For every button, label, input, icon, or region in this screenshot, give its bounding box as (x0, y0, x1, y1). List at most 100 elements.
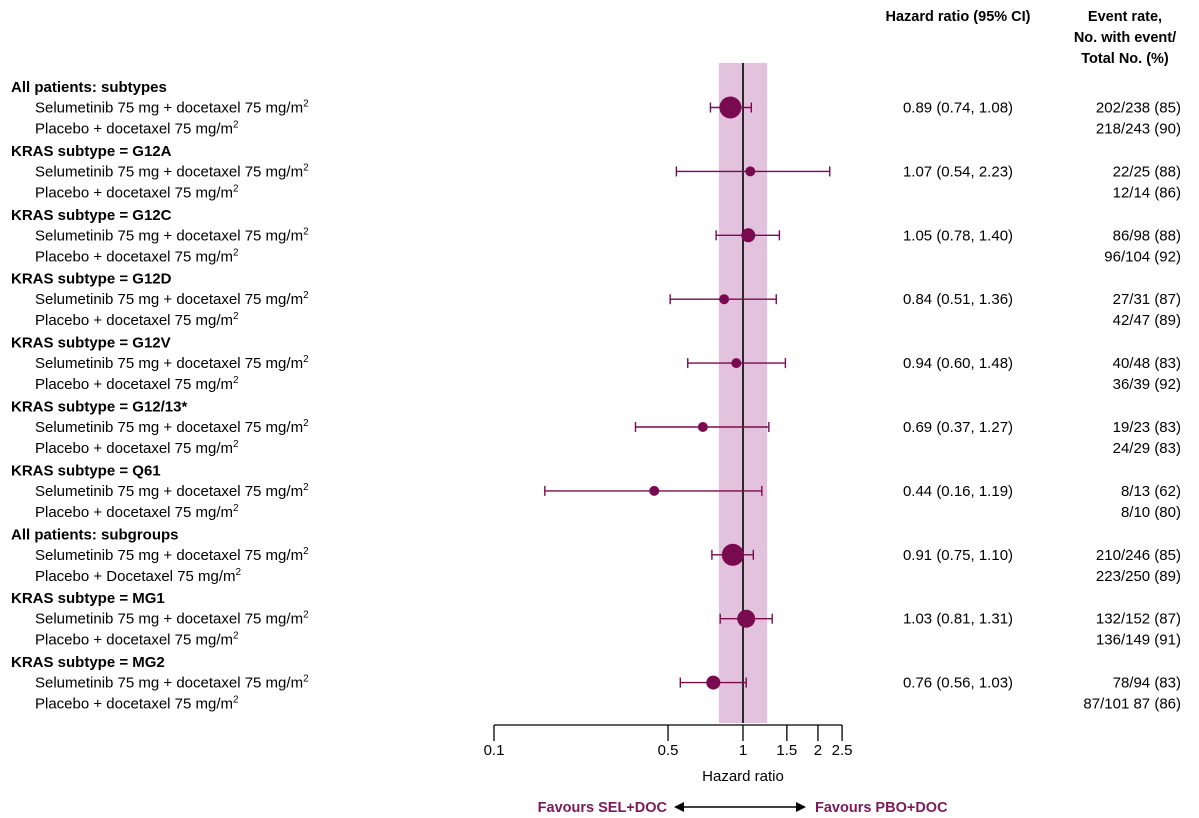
sel-event-rate: 132/152 (87) (1096, 611, 1181, 628)
sel-event-rate: 86/98 (88) (1113, 227, 1181, 244)
superscript: 2 (233, 439, 239, 450)
x-tick-label: 1.5 (776, 742, 797, 759)
hr-value: 0.69 (0.37, 1.27) (903, 419, 1013, 436)
superscript: 2 (233, 120, 239, 131)
pbo-event-rate: 12/14 (86) (1113, 184, 1181, 201)
sel-arm-label: Selumetinib 75 mg + docetaxel 75 mg/m2 (35, 418, 309, 436)
superscript: 2 (303, 226, 309, 237)
hr-value: 0.84 (0.51, 1.36) (903, 291, 1013, 308)
hr-value: 1.03 (0.81, 1.31) (903, 611, 1013, 628)
pbo-event-rate: 42/47 (89) (1113, 312, 1181, 329)
superscript: 2 (233, 183, 239, 194)
favours-arrow-left-head (674, 802, 684, 812)
group-title: KRAS subtype = MG2 (11, 654, 165, 671)
sel-event-rate: 210/246 (85) (1096, 547, 1181, 564)
sel-event-rate: 8/13 (62) (1121, 483, 1181, 500)
x-tick-label: 0.5 (658, 742, 679, 759)
hr-value: 0.89 (0.74, 1.08) (903, 100, 1013, 117)
sel-event-rate: 78/94 (83) (1113, 675, 1181, 692)
pbo-event-rate: 218/243 (90) (1096, 121, 1181, 138)
sel-arm-label: Selumetinib 75 mg + docetaxel 75 mg/m2 (35, 226, 309, 244)
superscript: 2 (303, 546, 309, 557)
sel-event-rate: 202/238 (85) (1096, 100, 1181, 117)
pbo-event-rate: 87/101 87 (86) (1083, 696, 1181, 713)
group-title: All patients: subgroups (11, 526, 179, 543)
hr-value: 0.76 (0.56, 1.03) (903, 675, 1013, 692)
pbo-event-rate: 136/149 (91) (1096, 632, 1181, 649)
event-rate-header-line: Event rate, (1088, 9, 1162, 25)
superscript: 2 (303, 99, 309, 110)
superscript: 2 (303, 290, 309, 301)
hr-point (741, 228, 756, 243)
hr-point (719, 96, 742, 119)
x-tick-label: 2.5 (832, 742, 853, 759)
pbo-event-rate: 96/104 (92) (1104, 248, 1181, 265)
x-axis-label: Hazard ratio (702, 768, 784, 785)
group-title: All patients: subtypes (11, 79, 167, 96)
hr-value: 0.94 (0.60, 1.48) (903, 355, 1013, 372)
group-title: KRAS subtype = Q61 (11, 462, 161, 479)
pbo-event-rate: 24/29 (83) (1113, 440, 1181, 457)
pbo-arm-label: Placebo + docetaxel 75 mg/m2 (35, 503, 239, 521)
hr-point (649, 485, 660, 496)
pbo-arm-label: Placebo + docetaxel 75 mg/m2 (35, 311, 239, 329)
hr-value: 0.91 (0.75, 1.10) (903, 547, 1013, 564)
pbo-arm-label: Placebo + docetaxel 75 mg/m2 (35, 247, 239, 265)
pbo-arm-label: Placebo + Docetaxel 75 mg/m2 (35, 567, 242, 585)
superscript: 2 (233, 503, 239, 514)
hr-point (706, 675, 721, 690)
pbo-arm-label: Placebo + docetaxel 75 mg/m2 (35, 120, 239, 138)
group-title: KRAS subtype = MG1 (11, 590, 165, 607)
pbo-arm-label: Placebo + docetaxel 75 mg/m2 (35, 695, 239, 713)
hr-point (737, 609, 756, 628)
sel-arm-label: Selumetinib 75 mg + docetaxel 75 mg/m2 (35, 610, 309, 628)
superscript: 2 (233, 311, 239, 322)
favours-left-label: Favours SEL+DOC (538, 800, 668, 816)
sel-arm-label: Selumetinib 75 mg + docetaxel 75 mg/m2 (35, 162, 309, 180)
event-rate-header-line: Total No. (%) (1081, 51, 1169, 67)
hr-point (697, 422, 708, 432)
hr-value: 1.05 (0.78, 1.40) (903, 227, 1013, 244)
hr-point (731, 358, 742, 369)
hr-value: 1.07 (0.54, 2.23) (903, 163, 1013, 180)
pbo-event-rate: 8/10 (80) (1121, 504, 1181, 521)
group-title: KRAS subtype = G12/13* (11, 399, 187, 416)
event-rate-header-line: No. with event/ (1074, 30, 1176, 46)
x-tick-label: 0.1 (484, 742, 505, 759)
sel-arm-label: Selumetinib 75 mg + docetaxel 75 mg/m2 (35, 354, 309, 372)
superscript: 2 (236, 567, 242, 578)
superscript: 2 (233, 695, 239, 706)
superscript: 2 (303, 354, 309, 365)
sel-event-rate: 40/48 (83) (1113, 355, 1181, 372)
sel-arm-label: Selumetinib 75 mg + docetaxel 75 mg/m2 (35, 99, 309, 117)
sel-arm-label: Selumetinib 75 mg + docetaxel 75 mg/m2 (35, 546, 309, 564)
pbo-arm-label: Placebo + docetaxel 75 mg/m2 (35, 375, 239, 393)
superscript: 2 (233, 247, 239, 258)
superscript: 2 (303, 674, 309, 685)
superscript: 2 (303, 418, 309, 429)
superscript: 2 (303, 162, 309, 173)
favours-arrow-right-head (796, 802, 806, 812)
hr-point (745, 166, 756, 177)
pbo-arm-label: Placebo + docetaxel 75 mg/m2 (35, 631, 239, 649)
sel-arm-label: Selumetinib 75 mg + docetaxel 75 mg/m2 (35, 290, 309, 308)
x-tick-label: 2 (814, 742, 822, 759)
superscript: 2 (233, 631, 239, 642)
hr-point (721, 543, 744, 566)
sel-event-rate: 22/25 (88) (1113, 163, 1181, 180)
group-title: KRAS subtype = G12V (11, 335, 171, 352)
group-title: KRAS subtype = G12C (11, 207, 172, 224)
sel-arm-label: Selumetinib 75 mg + docetaxel 75 mg/m2 (35, 482, 309, 500)
superscript: 2 (303, 482, 309, 493)
pbo-arm-label: Placebo + docetaxel 75 mg/m2 (35, 439, 239, 457)
group-title: KRAS subtype = G12D (11, 271, 172, 288)
group-title: KRAS subtype = G12A (11, 143, 172, 160)
hr-column-header: Hazard ratio (95% CI) (885, 9, 1030, 25)
favours-right-label: Favours PBO+DOC (815, 800, 948, 816)
superscript: 2 (303, 610, 309, 621)
x-tick-label: 1 (739, 742, 747, 759)
sel-event-rate: 19/23 (83) (1113, 419, 1181, 436)
pbo-arm-label: Placebo + docetaxel 75 mg/m2 (35, 183, 239, 201)
sel-arm-label: Selumetinib 75 mg + docetaxel 75 mg/m2 (35, 674, 309, 692)
